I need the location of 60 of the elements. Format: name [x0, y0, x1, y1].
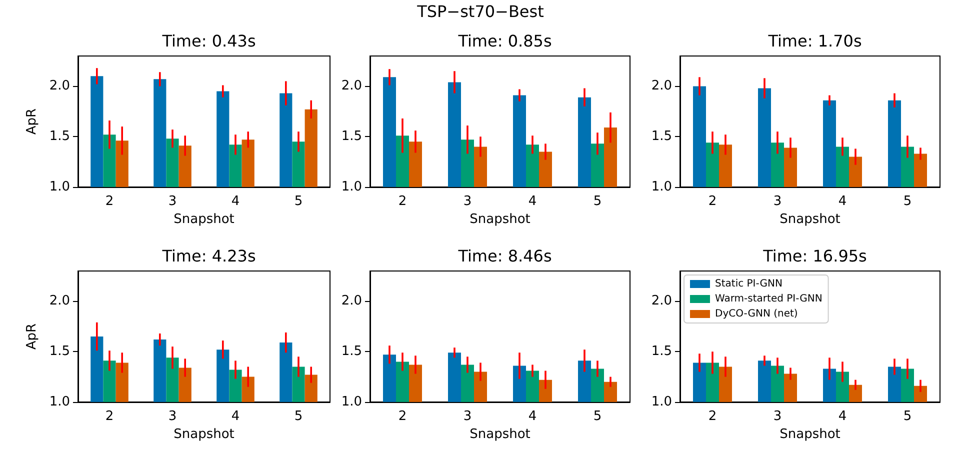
x-tick-label: 3	[773, 194, 782, 209]
y-tick-label: 2.0	[49, 78, 70, 94]
x-tick-label: 2	[708, 194, 717, 209]
chart-title: Time: 4.23s	[161, 246, 256, 266]
y-tick-label: 1.0	[49, 394, 70, 410]
y-axis-title: ApR	[24, 323, 40, 350]
x-tick-label: 5	[903, 194, 912, 209]
x-tick-label: 4	[231, 409, 240, 424]
x-tick-label: 5	[294, 409, 303, 424]
x-tick-label: 5	[294, 194, 303, 209]
legend-label: Static PI-GNN	[715, 278, 782, 290]
x-tick-label: 2	[398, 194, 407, 209]
x-tick-label: 3	[168, 194, 177, 209]
x-tick-label: 2	[105, 194, 114, 209]
x-tick-label: 3	[773, 409, 782, 424]
x-tick-label: 2	[708, 409, 717, 424]
x-tick-label: 3	[463, 409, 472, 424]
x-tick-label: 4	[838, 194, 847, 209]
y-tick-label: 1.5	[651, 129, 672, 144]
y-tick-label: 1.5	[341, 129, 362, 144]
x-tick-label: 5	[593, 409, 602, 424]
x-tick-label: 4	[231, 194, 240, 209]
y-tick-label: 1.5	[341, 344, 362, 360]
chart-title: Time: 8.46s	[457, 246, 552, 266]
chart-title: Time: 1.70s	[767, 32, 862, 50]
y-tick-label: 2.0	[651, 78, 672, 94]
x-axis-title: Snapshot	[780, 426, 840, 442]
x-axis-title: Snapshot	[174, 426, 234, 442]
x-tick-label: 4	[528, 194, 537, 209]
x-axis-title: Snapshot	[470, 212, 530, 227]
y-tick-label: 2.0	[341, 294, 362, 309]
legend-label: DyCO-GNN (net)	[715, 308, 798, 320]
chart-title: Time: 0.43s	[161, 32, 256, 50]
y-tick-label: 1.0	[651, 180, 672, 194]
x-tick-label: 2	[398, 409, 407, 424]
legend-label: Warm-started PI-GNN	[715, 294, 822, 304]
y-tick-label: 1.0	[651, 394, 672, 410]
y-tick-label: 1.5	[651, 344, 672, 360]
y-tick-label: 2.0	[341, 78, 362, 94]
x-tick-label: 4	[528, 409, 537, 424]
x-tick-label: 5	[593, 194, 602, 209]
y-tick-label: 1.0	[49, 180, 70, 194]
x-tick-label: 3	[168, 409, 177, 424]
chart-title: Time: 16.95s	[762, 246, 867, 266]
y-tick-label: 1.5	[49, 344, 70, 360]
y-tick-label: 1.0	[341, 394, 362, 410]
x-tick-label: 2	[105, 409, 114, 424]
y-tick-label: 2.0	[651, 294, 672, 309]
chart-title: Time: 0.85s	[457, 32, 552, 50]
x-tick-label: 3	[463, 194, 472, 209]
y-tick-label: 1.5	[49, 129, 70, 144]
x-axis-title: Snapshot	[470, 426, 530, 442]
x-tick-label: 4	[838, 409, 847, 424]
y-axis-title: ApR	[24, 108, 40, 135]
x-axis-title: Snapshot	[780, 212, 840, 227]
x-axis-title: Snapshot	[174, 212, 234, 227]
y-tick-label: 1.0	[341, 180, 362, 194]
text: TSP−st70−Best	[416, 2, 545, 21]
y-tick-label: 2.0	[49, 294, 70, 309]
x-tick-label: 5	[903, 409, 912, 424]
